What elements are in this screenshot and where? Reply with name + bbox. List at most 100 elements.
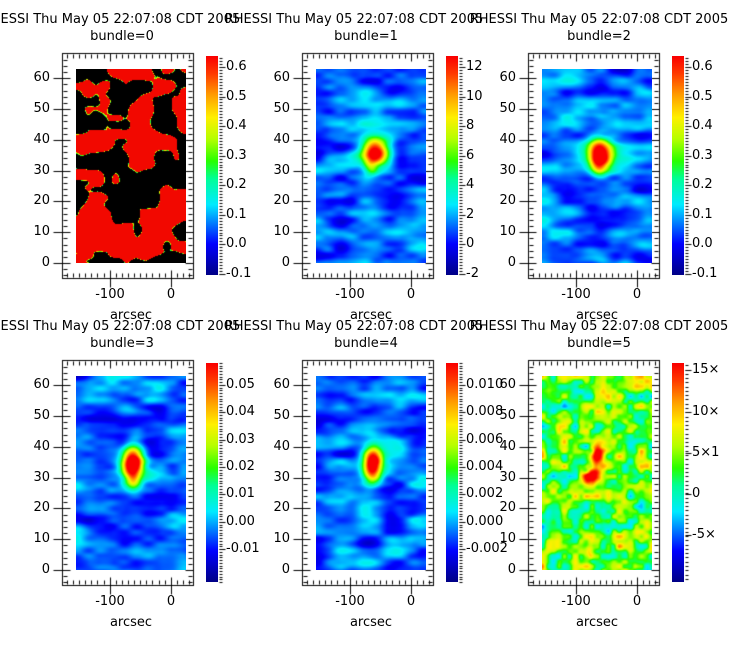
y-tick-label: 30 [273, 470, 290, 485]
plot-title: RHESSI Thu May 05 22:07:08 CDT 2005 [0, 319, 241, 334]
y-tick-label: 40 [273, 439, 290, 454]
y-tick-label: 60 [273, 70, 290, 85]
colorbar-tick-label: 0.6 [692, 59, 713, 74]
colorbar-tick-label: 0.3 [692, 148, 713, 163]
colorbar-tick-label: 0.4 [692, 118, 713, 133]
plot-subtitle: bundle=0 [90, 29, 154, 44]
heatmap-image [76, 69, 186, 263]
colorbar [206, 363, 218, 582]
colorbar-tick-label: 0.6 [226, 59, 247, 74]
panel-bundle-5: RHESSI Thu May 05 22:07:08 CDT 2005 bundl… [470, 307, 730, 651]
colorbar-tick-label: -0.1 [692, 266, 718, 281]
plot-subtitle: bundle=1 [334, 29, 398, 44]
plot-title: RHESSI Thu May 05 22:07:08 CDT 2005 [0, 12, 241, 27]
y-tick-label: 30 [33, 470, 50, 485]
colorbar-tick-label: 0.1 [226, 207, 247, 222]
plot-subtitle: bundle=2 [567, 29, 631, 44]
y-tick-label: 10 [499, 224, 516, 239]
colorbar-tick-label: 4 [466, 177, 475, 192]
colorbar-tick-label: 6 [466, 148, 475, 163]
colorbar-tick-label: -2 [466, 266, 479, 281]
y-tick-label: 10 [273, 531, 290, 546]
x-tick-label: -100 [561, 594, 591, 609]
plot-title: RHESSI Thu May 05 22:07:08 CDT 2005 [469, 12, 729, 27]
x-tick-label: 0 [166, 594, 176, 609]
y-tick-label: 40 [273, 132, 290, 147]
y-tick-label: 30 [499, 470, 516, 485]
plot-subtitle: bundle=3 [90, 336, 154, 351]
x-tick-label: -100 [335, 287, 365, 302]
panel-bundle-1: RHESSI Thu May 05 22:07:08 CDT 2005 bundl… [225, 0, 487, 323]
heatmap-image [316, 376, 426, 570]
heatmap-image [542, 69, 652, 263]
y-tick-label: 50 [273, 408, 290, 423]
y-tick-label: 10 [499, 531, 516, 546]
plot-subtitle: bundle=5 [567, 336, 631, 351]
colorbar-tick-label: 0.0 [692, 236, 713, 251]
colorbar-tick-label: 10× [692, 404, 720, 419]
y-tick-label: 20 [33, 500, 50, 515]
x-tick-label: 0 [166, 287, 176, 302]
y-tick-label: 20 [33, 193, 50, 208]
x-tick-label: -100 [95, 594, 125, 609]
y-tick-label: 40 [499, 132, 516, 147]
colorbar-tick-label: 10 [466, 89, 483, 104]
x-axis-label: arcsec [349, 615, 393, 630]
y-tick-label: 20 [499, 193, 516, 208]
colorbar-tick-label: 0.0 [226, 236, 247, 251]
plot-title: RHESSI Thu May 05 22:07:08 CDT 2005 [469, 319, 729, 334]
y-tick-label: 50 [499, 408, 516, 423]
y-tick-label: 20 [273, 500, 290, 515]
colorbar [446, 56, 458, 275]
y-tick-label: 20 [499, 500, 516, 515]
y-tick-label: 10 [33, 224, 50, 239]
colorbar [672, 56, 684, 275]
colorbar-tick-label: 2 [466, 207, 475, 222]
colorbar-tick-label: 0 [692, 486, 701, 501]
y-tick-label: 0 [281, 562, 290, 577]
y-tick-label: 0 [281, 255, 290, 270]
y-tick-label: 50 [499, 101, 516, 116]
y-tick-label: 40 [33, 132, 50, 147]
y-tick-label: 30 [33, 163, 50, 178]
y-tick-label: 10 [273, 224, 290, 239]
x-axis-label: arcsec [575, 615, 619, 630]
colorbar [446, 363, 458, 582]
colorbar-tick-label: 0.2 [692, 177, 713, 192]
x-tick-label: 0 [406, 594, 416, 609]
y-tick-label: 40 [499, 439, 516, 454]
colorbar [206, 56, 218, 275]
y-tick-label: 50 [33, 101, 50, 116]
panel-bundle-2: RHESSI Thu May 05 22:07:08 CDT 2005 bundl… [470, 0, 730, 323]
colorbar [672, 363, 684, 582]
colorbar-tick-label: 8 [466, 118, 475, 133]
plot-title: RHESSI Thu May 05 22:07:08 CDT 2005 [224, 319, 484, 334]
y-tick-label: 60 [273, 377, 290, 392]
y-tick-label: 10 [33, 531, 50, 546]
colorbar-tick-label: 15× [692, 362, 720, 377]
y-tick-label: 0 [507, 255, 516, 270]
y-tick-label: 50 [273, 101, 290, 116]
x-tick-label: -100 [95, 287, 125, 302]
y-tick-label: 30 [499, 163, 516, 178]
y-tick-label: 0 [507, 562, 516, 577]
x-tick-label: 0 [632, 287, 642, 302]
plot-subtitle: bundle=4 [334, 336, 398, 351]
x-tick-label: -100 [335, 594, 365, 609]
panel-bundle-0: RHESSI Thu May 05 22:07:08 CDT 2005 bundl… [0, 0, 251, 323]
y-tick-label: 60 [33, 377, 50, 392]
x-tick-label: -100 [561, 287, 591, 302]
y-tick-label: 30 [273, 163, 290, 178]
y-tick-label: 20 [273, 193, 290, 208]
heatmap-image [316, 69, 426, 263]
y-tick-label: 40 [33, 439, 50, 454]
y-tick-label: 60 [499, 70, 516, 85]
colorbar-tick-label: 12 [466, 59, 483, 74]
colorbar-tick-label: 0.5 [226, 89, 247, 104]
colorbar-tick-label: 0.2 [226, 177, 247, 192]
y-tick-label: 0 [41, 255, 50, 270]
x-axis-label: arcsec [109, 615, 153, 630]
colorbar-tick-label: 0.5 [692, 89, 713, 104]
colorbar-tick-label: -5× [692, 527, 716, 542]
